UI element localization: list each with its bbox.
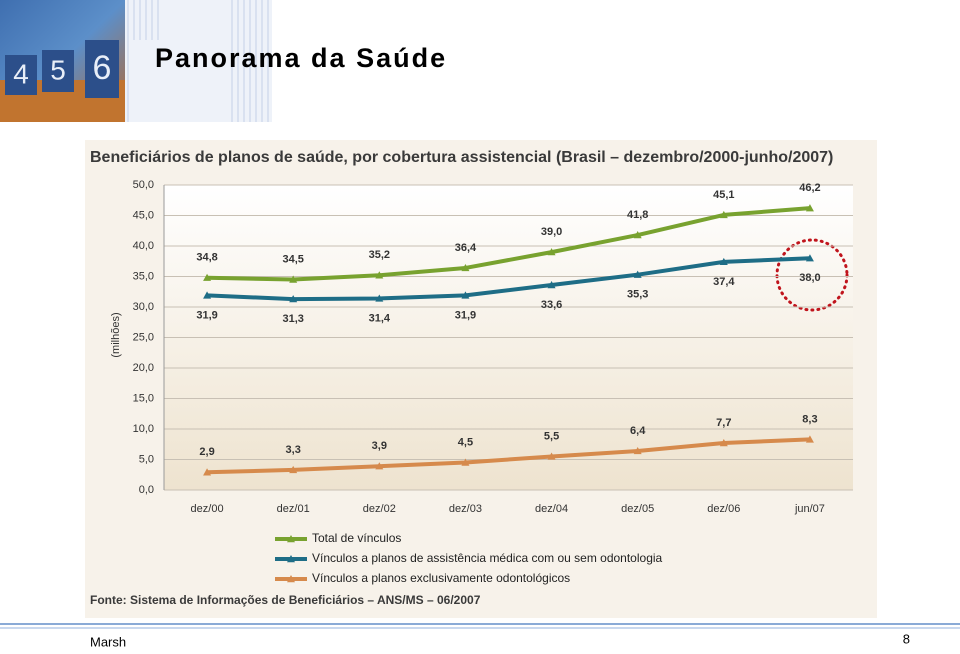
legend-marker — [287, 555, 295, 563]
point-marker — [375, 294, 384, 302]
value-label: 3,3 — [286, 444, 301, 456]
slide-title: Panorama da Saúde — [155, 43, 447, 73]
value-label: 41,8 — [627, 209, 648, 221]
point-marker — [633, 446, 642, 455]
header-art: 4 5 6 — [0, 0, 272, 122]
point-marker — [633, 270, 642, 278]
svg-text:4: 4 — [13, 58, 29, 89]
value-label: 38,0 — [799, 272, 820, 284]
point-marker — [805, 254, 814, 262]
legend-label: Vínculos a planos de assistência médica … — [312, 551, 663, 565]
y-tick-label: 0,0 — [139, 484, 154, 496]
value-label: 2,9 — [199, 446, 214, 458]
y-tick-label: 45,0 — [133, 209, 154, 221]
point-marker — [203, 468, 212, 476]
highlight-circle — [775, 238, 849, 312]
point-marker — [375, 271, 384, 279]
y-tick-label: 30,0 — [133, 301, 154, 313]
point-marker — [461, 263, 470, 272]
point-marker — [547, 281, 556, 289]
x-tick-label: dez/04 — [535, 503, 568, 515]
point-marker — [547, 452, 556, 460]
y-axis-label: (milhões) — [110, 312, 122, 357]
x-tick-label: dez/03 — [449, 503, 482, 515]
point-marker — [289, 465, 298, 474]
value-label: 31,9 — [196, 309, 217, 321]
value-label: 46,2 — [799, 182, 820, 194]
point-marker — [547, 248, 556, 256]
point-marker — [375, 462, 384, 470]
value-label: 39,0 — [541, 226, 562, 238]
point-marker — [203, 291, 212, 299]
value-label: 35,2 — [369, 249, 390, 261]
point-marker — [805, 435, 814, 443]
point-marker — [805, 204, 814, 212]
point-marker — [719, 439, 728, 447]
y-tick-label: 35,0 — [133, 270, 154, 282]
chart-title: Beneficiários de planos de saúde, por co… — [90, 149, 833, 166]
point-marker — [461, 291, 470, 299]
series-line — [206, 256, 811, 302]
y-tick-label: 40,0 — [133, 240, 154, 252]
value-label: 7,7 — [716, 417, 731, 429]
y-tick-label: 5,0 — [139, 453, 154, 465]
value-label: 4,5 — [458, 436, 473, 448]
value-label: 36,4 — [455, 242, 477, 254]
value-label: 3,9 — [372, 440, 387, 452]
series-line — [207, 206, 811, 282]
x-tick-label: dez/01 — [277, 503, 310, 515]
footer-company: Marsh — [90, 634, 126, 649]
legend-label: Vínculos a planos exclusivamente odontol… — [312, 571, 570, 585]
svg-text:5: 5 — [50, 54, 66, 85]
source-note: Fonte: Sistema de Informações de Benefic… — [90, 593, 481, 607]
value-label: 6,4 — [630, 425, 646, 437]
legend-marker — [287, 535, 295, 543]
point-marker — [289, 275, 298, 283]
x-tick-label: dez/06 — [707, 503, 740, 515]
x-tick-label: dez/00 — [191, 503, 224, 515]
value-label: 8,3 — [802, 413, 817, 425]
x-tick-label: dez/02 — [363, 503, 396, 515]
value-label: 31,9 — [455, 309, 476, 321]
legend-marker — [287, 575, 295, 583]
value-label: 33,6 — [541, 299, 562, 311]
y-tick-label: 15,0 — [133, 392, 154, 404]
point-marker — [633, 231, 642, 239]
y-tick-label: 20,0 — [133, 362, 154, 374]
y-tick-label: 10,0 — [133, 423, 154, 435]
y-tick-label: 50,0 — [133, 179, 154, 191]
point-marker — [289, 295, 298, 303]
svg-text:6: 6 — [93, 49, 112, 87]
value-label: 34,5 — [282, 253, 303, 265]
point-marker — [461, 458, 470, 466]
value-label: 31,4 — [369, 312, 391, 324]
point-marker — [203, 273, 212, 281]
value-label: 37,4 — [713, 276, 735, 288]
legend-label: Total de vínculos — [312, 531, 401, 545]
point-marker — [719, 257, 728, 266]
value-label: 45,1 — [713, 189, 734, 201]
value-label: 5,5 — [544, 430, 559, 442]
value-label: 31,3 — [282, 313, 303, 325]
x-tick-label: dez/05 — [621, 503, 654, 515]
series-line — [207, 437, 811, 475]
x-tick-label: jun/07 — [794, 503, 825, 515]
point-marker — [719, 210, 728, 219]
value-label: 34,8 — [196, 252, 217, 264]
value-label: 35,3 — [627, 289, 648, 301]
y-tick-label: 25,0 — [133, 331, 154, 343]
page-number: 8 — [903, 631, 910, 646]
